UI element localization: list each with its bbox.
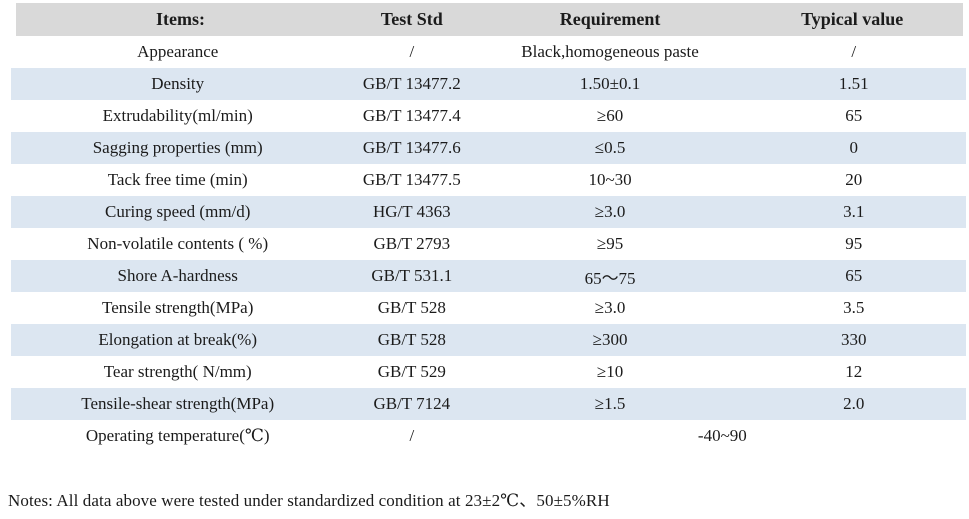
cell-test-std: GB/T 13477.6 [344, 132, 479, 164]
cell-item: Sagging properties (mm) [10, 132, 345, 164]
cell-requirement: ≥10 [596, 362, 624, 381]
cell-requirement: ≥60 [596, 106, 624, 125]
cell-item: Operating temperature(℃) [85, 426, 270, 445]
cell-typical-value: 330 [741, 324, 966, 356]
cell-typical-value: 2.0 [741, 388, 966, 420]
cell-test-std: / [409, 426, 415, 445]
table-row: Tear strength( N/mm) GB/T 529 ≥10 12 [11, 356, 967, 388]
table-row: Sagging properties (mm) GB/T 13477.6 ≤0.5 0 [10, 132, 966, 164]
header-row: Items: Test Std Requirement Typical valu… [4, 3, 969, 36]
cell-test-std: GB/T 528 [344, 324, 479, 356]
cell-item: Extrudability(ml/min) [102, 106, 253, 125]
cell-typical-value: 3.5 [843, 298, 865, 317]
cell-requirement: ≥1.5 [478, 388, 742, 420]
spec-table-header: Items: Test Std Requirement Typical valu… [4, 3, 969, 36]
cell-item: Shore A-hardness [10, 260, 345, 292]
cell-item: Curing speed (mm/d) [10, 196, 345, 228]
cell-test-std: GB/T 13477.2 [344, 68, 479, 100]
cell-typical-value: 65 [845, 106, 863, 125]
cell-typical-value: / [851, 42, 857, 61]
cell-typical-value: 3.1 [741, 196, 966, 228]
cell-test-std: GB/T 7124 [344, 388, 479, 420]
cell-test-std: GB/T 528 [377, 298, 446, 317]
cell-item: Tear strength( N/mm) [103, 362, 252, 381]
table-row: Tensile-shear strength(MPa) GB/T 7124 ≥1.5… [10, 388, 966, 420]
cell-item: Tensile-shear strength(MPa) [10, 388, 345, 420]
cell-requirement: 1.50±0.1 [478, 68, 742, 100]
table-row: Tack free time (min) GB/T 13477.5 10~30 20 [11, 164, 967, 196]
column-header-requirement: Requirement [478, 3, 742, 36]
cell-typical-value: 12 [845, 362, 863, 381]
column-header-test-std: Test Std [344, 3, 479, 36]
table-row: Extrudability(ml/min) GB/T 13477.4 ≥60 65 [11, 100, 967, 132]
cell-item: Tensile strength(MPa) [102, 298, 254, 317]
table-row: Appearance / Black,homogeneous paste / [11, 36, 967, 68]
cell-requirement: ≥3.0 [594, 298, 626, 317]
cell-typical-value: 95 [845, 234, 863, 253]
table-row: Operating temperature(℃) / -40~90 [11, 420, 967, 452]
cell-requirement: Black,homogeneous paste [521, 42, 699, 61]
cell-requirement: ≤0.5 [478, 132, 742, 164]
table-row: Tensile strength(MPa) GB/T 528 ≥3.0 3.5 [11, 292, 967, 324]
cell-typical-value: 65 [741, 260, 966, 292]
cell-typical-value: 20 [845, 170, 863, 189]
cell-requirement: ≥95 [596, 234, 624, 253]
cell-test-std: GB/T 2793 [373, 234, 451, 253]
cell-typical-value: 0 [741, 132, 966, 164]
notes-text: Notes: All data above were tested under … [8, 491, 610, 510]
table-row: Non-volatile contents ( %) GB/T 2793 ≥95 95 [11, 228, 967, 260]
cell-requirement: ≥300 [478, 324, 742, 356]
table-row: Density GB/T 13477.2 1.50±0.1 1.51 [10, 68, 966, 100]
cell-test-std: GB/T 13477.4 [362, 106, 461, 125]
cell-test-std: GB/T 531.1 [344, 260, 479, 292]
cell-test-std: / [409, 42, 415, 61]
cell-requirement-span: -40~90 [697, 426, 747, 445]
cell-requirement: 65～75 [478, 260, 742, 292]
cell-requirement: 10~30 [588, 170, 632, 189]
cell-test-std: GB/T 13477.5 [362, 170, 461, 189]
cell-item: Density [10, 68, 345, 100]
cell-typical-value: 1.51 [741, 68, 966, 100]
table-row: Curing speed (mm/d) HG/T 4363 ≥3.0 3.1 [10, 196, 966, 228]
cell-item: Non-volatile contents ( %) [87, 234, 269, 253]
table-row: Elongation at break(%) GB/T 528 ≥300 330 [10, 324, 966, 356]
cell-item: Appearance [137, 42, 219, 61]
cell-item: Tack free time (min) [107, 170, 248, 189]
column-header-items: Items: [4, 3, 345, 36]
cell-test-std: HG/T 4363 [344, 196, 479, 228]
cell-requirement: ≥3.0 [478, 196, 742, 228]
column-header-typical-value: Typical value [741, 3, 969, 36]
spec-table: Items: Test Std Requirement Typical valu… [4, 3, 969, 452]
cell-item: Elongation at break(%) [10, 324, 345, 356]
table-row: Shore A-hardness GB/T 531.1 65～75 65 [10, 260, 966, 292]
cell-test-std: GB/T 529 [377, 362, 446, 381]
spec-table-body: Appearance / Black,homogeneous paste / Densi… [10, 36, 967, 452]
